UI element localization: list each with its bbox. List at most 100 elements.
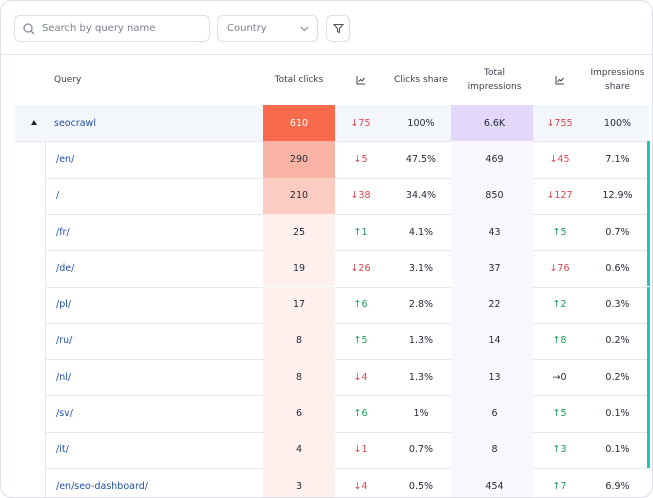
tree-line: [45, 141, 46, 178]
clicks-share: 34.4%: [405, 190, 437, 202]
clicks-bg: [263, 286, 335, 323]
query-link[interactable]: /nl/: [56, 371, 72, 383]
tree-line: [45, 431, 46, 468]
row-divider: [45, 213, 649, 215]
row-divider: [45, 395, 649, 397]
tree-line: [45, 213, 46, 251]
query-link[interactable]: /: [56, 190, 60, 202]
tree-line: [45, 359, 46, 396]
trend-icon: [533, 55, 586, 105]
scroll-indicator: [647, 141, 650, 178]
clicks-share: 0.5%: [408, 480, 434, 492]
scroll-indicator: [647, 431, 650, 468]
query-link[interactable]: /de/: [56, 262, 75, 274]
impressions-change: ↑2: [552, 299, 567, 311]
clicks-bg: [263, 322, 335, 360]
impressions-bg: [451, 395, 533, 432]
clicks-bg: [263, 395, 335, 432]
clicks: 8: [295, 335, 303, 347]
clicks-change: ↓38: [350, 190, 371, 202]
tree-line: [45, 250, 46, 287]
tree-line: [45, 468, 46, 497]
impressions-change: ↑5: [552, 408, 567, 420]
trend-icon: [335, 55, 386, 105]
impressions: 13: [488, 371, 501, 383]
impressions-bg: [451, 431, 533, 468]
impressions-change: ↓45: [549, 153, 570, 165]
clicks-bg: [263, 250, 335, 287]
scroll-indicator: [647, 286, 650, 323]
impressions: 469: [485, 153, 504, 165]
clicks-change: ↓1: [353, 444, 368, 456]
scroll-indicator: [647, 177, 650, 214]
scroll-indicator: [647, 359, 650, 396]
query-link[interactable]: /fr/: [56, 226, 70, 238]
clicks: 290: [289, 153, 309, 165]
impressions-share: 100%: [603, 117, 632, 129]
collapse-toggle[interactable]: [31, 120, 37, 126]
row-divider: [45, 468, 649, 469]
clicks: 4: [295, 444, 303, 456]
clicks-share: 0.7%: [408, 444, 434, 456]
filter-button[interactable]: [326, 15, 350, 42]
impressions-bg: [451, 250, 533, 287]
clicks-share: 4.1%: [408, 226, 434, 238]
query-link[interactable]: /pl/: [56, 299, 72, 311]
query-link[interactable]: /en/seo-dashboard/: [56, 480, 148, 492]
impressions-share: 0.1%: [605, 444, 630, 456]
clicks-change: ↓26: [350, 262, 371, 274]
row-divider: [45, 286, 649, 288]
tree-line: [45, 286, 46, 323]
chart-icon: [555, 75, 564, 84]
impressions-bg: [451, 141, 533, 178]
impressions-change: →0: [552, 371, 567, 383]
impressions-change: ↑8: [552, 335, 567, 347]
impressions-share: 0.1%: [605, 408, 630, 420]
divider: [1, 54, 652, 55]
clicks-bg: [263, 213, 335, 251]
clicks-change: ↓75: [350, 117, 371, 129]
clicks: 8: [295, 371, 303, 383]
query-link[interactable]: /it/: [56, 444, 69, 456]
search-icon: [23, 22, 35, 34]
country-select[interactable]: Country: [217, 15, 318, 42]
query-link[interactable]: /en/: [56, 153, 75, 165]
header-cell: Impressions share: [590, 68, 645, 92]
scroll-indicator: [647, 213, 650, 251]
impressions-share: 0.3%: [605, 299, 630, 311]
impressions-change: ↑3: [552, 444, 567, 456]
clicks: 25: [292, 226, 306, 238]
clicks: 3: [295, 480, 303, 492]
clicks-share: 3.1%: [408, 262, 434, 274]
scroll-indicator: [647, 250, 650, 287]
row-divider: [45, 177, 649, 179]
clicks-share: 1.3%: [408, 371, 434, 383]
impressions-change: ↑7: [552, 480, 567, 492]
clicks-change: ↓4: [353, 480, 368, 492]
clicks-change: ↑6: [353, 299, 368, 311]
header-cell: Total impressions: [467, 68, 522, 92]
row-divider: [45, 359, 649, 361]
clicks-share: 100%: [407, 117, 435, 129]
query-link[interactable]: /sv/: [56, 408, 73, 420]
query-link[interactable]: /ru/: [56, 335, 73, 347]
clicks-share: 2.8%: [408, 299, 434, 311]
clicks-bg: [263, 141, 335, 178]
search-input[interactable]: Search by query name: [14, 15, 210, 42]
impressions-bg: [451, 105, 533, 142]
search-placeholder: Search by query name: [42, 23, 156, 34]
impressions: 8: [491, 444, 498, 456]
clicks-change: ↑1: [353, 226, 368, 238]
impressions-share: 0.2%: [605, 371, 630, 383]
impressions-change: ↑5: [552, 226, 567, 238]
tree-line: [45, 177, 46, 214]
clicks-share: 1.3%: [408, 335, 434, 347]
impressions-bg: [451, 213, 533, 251]
impressions: 6: [491, 408, 498, 420]
scroll-indicator: [647, 322, 650, 360]
query-link[interactable]: seocrawl: [54, 117, 96, 129]
clicks-share: 47.5%: [405, 153, 437, 165]
clicks-change: ↓4: [353, 371, 368, 383]
